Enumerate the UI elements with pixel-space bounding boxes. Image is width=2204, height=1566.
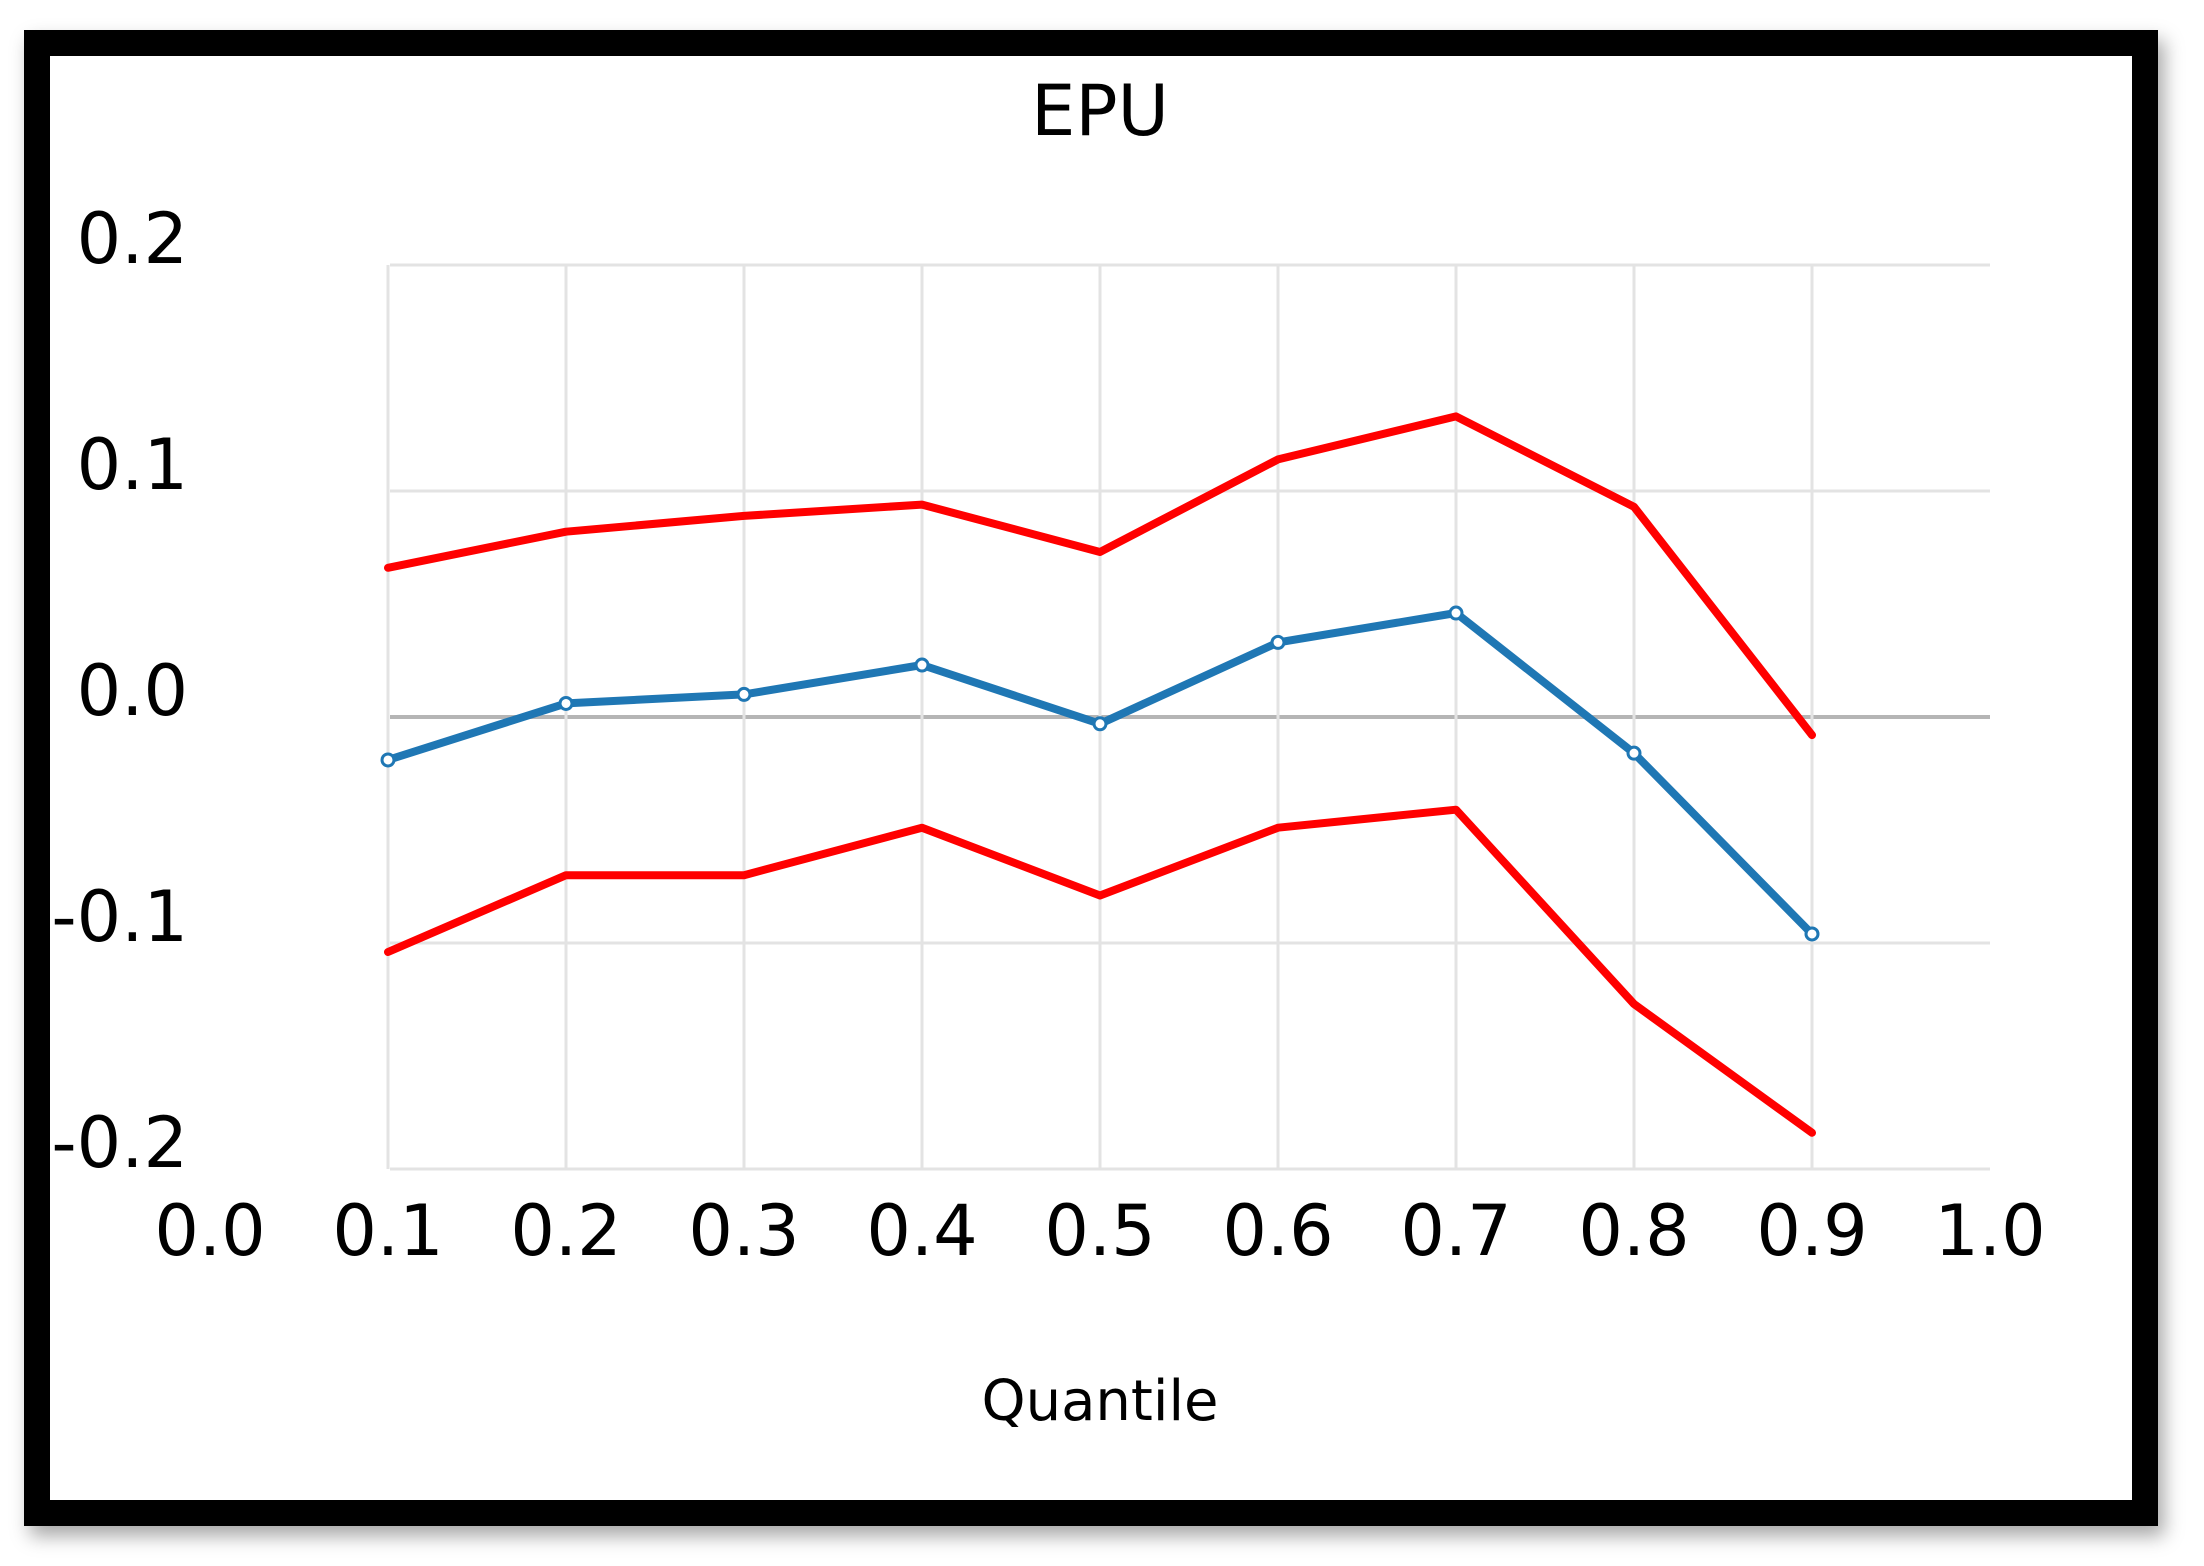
x-tick-label-7: 0.7 [1400, 1190, 1511, 1272]
series-2-point-0 [380, 752, 396, 768]
series-line-3 [384, 805, 1816, 1137]
x-axis-ticks: 0.0 0.1 0.2 0.3 0.4 0.5 0.6 0.7 0.8 0.9 1.0 [154, 1190, 2045, 1272]
chart-frame [24, 30, 2158, 1526]
x-tick-label-6: 0.6 [1222, 1190, 1333, 1272]
x-axis-title: Quantile [982, 1369, 1219, 1434]
x-tick-label-5: 0.5 [1044, 1190, 1155, 1272]
series-2-point-2 [736, 686, 752, 702]
x-tick-label-4: 0.4 [866, 1190, 977, 1272]
y-tick-label-4: -0.2 [51, 1102, 188, 1184]
x-tick-label-0: 0.0 [154, 1190, 265, 1272]
series-line-1 [384, 412, 1816, 740]
series-2-point-4 [1092, 716, 1108, 732]
y-tick-label-0: 0.2 [77, 198, 188, 280]
y-tick-label-3: -0.1 [51, 876, 188, 958]
chart-title: EPU [1031, 70, 1169, 152]
series-2-point-8 [1804, 926, 1820, 942]
x-tick-label-8: 0.8 [1578, 1190, 1689, 1272]
y-tick-label-2: 0.0 [77, 650, 188, 732]
y-axis-ticks: 0.2 0.1 0.0 -0.1 -0.2 [51, 198, 188, 1184]
x-tick-label-2: 0.2 [510, 1190, 621, 1272]
series-2-point-1 [558, 695, 574, 711]
series-2-point-5 [1270, 634, 1286, 650]
y-tick-label-1: 0.1 [77, 424, 188, 506]
series-lines [380, 412, 1820, 1137]
series-2-point-7 [1626, 745, 1642, 761]
series-2-point-6 [1448, 605, 1464, 621]
x-tick-label-9: 0.9 [1756, 1190, 1867, 1272]
x-tick-label-10: 1.0 [1934, 1190, 2045, 1272]
series-2-point-3 [914, 657, 930, 673]
x-tick-label-1: 0.1 [332, 1190, 443, 1272]
x-tick-label-3: 0.3 [688, 1190, 799, 1272]
gridlines [386, 263, 1990, 1171]
